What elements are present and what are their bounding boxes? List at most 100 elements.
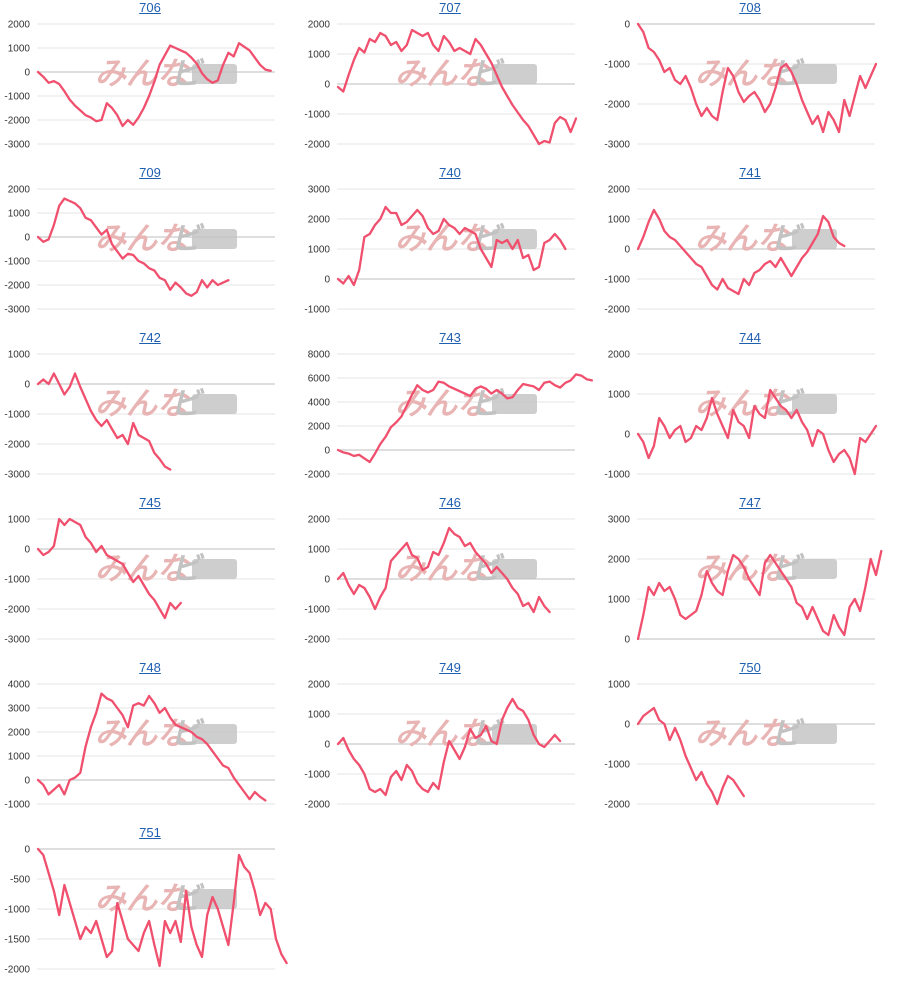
series-line (336, 28, 578, 146)
chart-panel: 2000 1000 0 -1000 -2000 みんなビ 746 (300, 495, 600, 660)
chart-title-link[interactable]: 748 (139, 660, 161, 675)
chart-title-link[interactable]: 747 (739, 495, 761, 510)
y-tick-label: 0 (624, 20, 630, 31)
y-tick-label: -1000 (604, 760, 630, 771)
y-tick-label: 0 (324, 740, 330, 751)
chart-panel: 2000 1000 0 -1000 みんなビ 744 (600, 330, 900, 495)
y-tick-label: -1000 (4, 257, 30, 268)
y-tick-label: 0 (24, 233, 30, 244)
y-tick-label: -2000 (4, 605, 30, 616)
y-tick-label: 0 (24, 68, 30, 79)
series-line (336, 205, 567, 287)
watermark-mark (492, 229, 537, 249)
watermark-primary: みんな (95, 386, 191, 422)
y-tick-label: -1000 (4, 92, 30, 103)
y-tick-label: 2000 (608, 555, 631, 566)
watermark-primary: みんな (695, 221, 791, 257)
chart-panel: 8000 6000 4000 2000 0 -2000 みんなビ 743 (300, 330, 600, 495)
y-tick-label: 0 (624, 720, 630, 731)
chart-title-link[interactable]: 749 (439, 660, 461, 675)
watermark-mark (192, 64, 237, 84)
chart-title-link[interactable]: 709 (139, 165, 161, 180)
watermark-primary: みんな (95, 881, 191, 917)
chart-panel: 1000 0 -1000 -2000 みんなビ 750 (600, 660, 900, 825)
y-tick-label: -2000 (4, 440, 30, 451)
y-tick-label: 0 (24, 545, 30, 556)
y-tick-label: 2000 (8, 728, 31, 739)
series-line (36, 847, 288, 968)
y-tick-label: -2000 (304, 140, 330, 151)
y-tick-label: -1000 (304, 110, 330, 121)
y-tick-label: -2000 (604, 100, 630, 111)
y-tick-label: -2000 (604, 800, 630, 811)
chart-title-link[interactable]: 744 (739, 330, 761, 345)
y-tick-label: -2000 (604, 305, 630, 316)
y-tick-label: 1000 (308, 245, 331, 256)
y-tick-label: 0 (324, 275, 330, 286)
chart-panel: 2000 1000 0 -1000 -2000 -3000 みんなビ 709 (0, 165, 300, 330)
y-tick-label: 4000 (308, 398, 331, 409)
y-tick-label: 1000 (608, 680, 631, 691)
y-tick-label: 3000 (8, 704, 31, 715)
chart-title-link[interactable]: 708 (739, 0, 761, 15)
y-tick-label: 0 (324, 575, 330, 586)
chart-title-link[interactable]: 745 (139, 495, 161, 510)
y-tick-label: -1000 (604, 60, 630, 71)
y-tick-label: 4000 (8, 680, 31, 691)
y-tick-label: 2000 (608, 350, 631, 361)
y-tick-label: -1000 (304, 605, 330, 616)
y-tick-label: 3000 (608, 515, 631, 526)
chart-title-link[interactable]: 707 (439, 0, 461, 15)
watermark-mark (792, 394, 837, 414)
y-tick-label: 2000 (608, 185, 631, 196)
y-tick-label: 0 (324, 80, 330, 91)
chart-title-link[interactable]: 751 (139, 825, 161, 840)
y-tick-label: 8000 (308, 350, 331, 361)
y-tick-label: 1000 (308, 50, 331, 61)
chart-title-link[interactable]: 740 (439, 165, 461, 180)
y-tick-label: 2000 (308, 515, 331, 526)
y-tick-label: 0 (24, 776, 30, 787)
chart-panel: 4000 3000 2000 1000 0 -1000 みんなビ 748 (0, 660, 300, 825)
y-tick-label: 6000 (308, 374, 331, 385)
chart-panel: 3000 2000 1000 0 -1000 みんなビ 740 (300, 165, 600, 330)
y-tick-label: -1000 (4, 575, 30, 586)
y-tick-label: 2000 (8, 185, 31, 196)
watermark-primary: みんな (395, 551, 491, 587)
chart-panel: 2000 1000 0 -1000 -2000 みんなビ 749 (300, 660, 600, 825)
y-tick-label: 0 (24, 845, 30, 856)
chart-title-link[interactable]: 742 (139, 330, 161, 345)
series-line (36, 372, 172, 471)
y-tick-label: 0 (24, 380, 30, 391)
y-tick-label: -2000 (4, 281, 30, 292)
y-tick-label: 1000 (8, 515, 31, 526)
chart-title-link[interactable]: 746 (439, 495, 461, 510)
y-tick-label: 2000 (308, 680, 331, 691)
chart-title-link[interactable]: 741 (739, 165, 761, 180)
chart-title-link[interactable]: 750 (739, 660, 761, 675)
watermark-mark (792, 724, 837, 744)
chart-title-link[interactable]: 743 (439, 330, 461, 345)
series-line (36, 692, 267, 802)
series-line (336, 373, 594, 464)
y-tick-label: -1000 (604, 275, 630, 286)
y-tick-label: -1000 (4, 410, 30, 421)
chart-title-link[interactable]: 706 (139, 0, 161, 15)
